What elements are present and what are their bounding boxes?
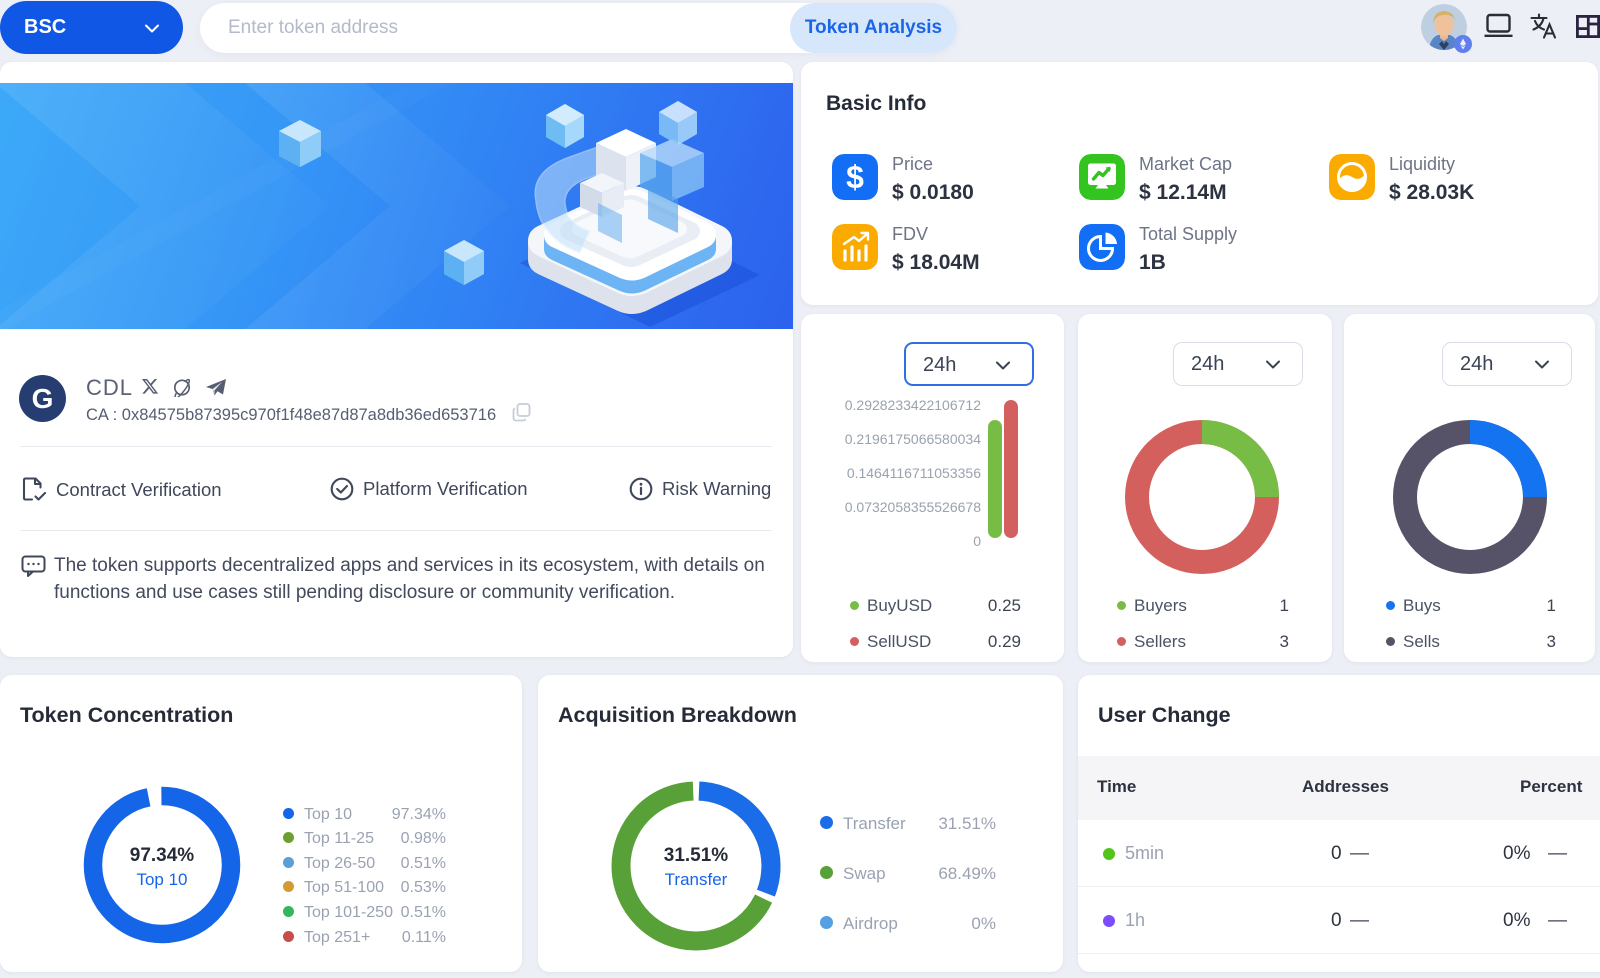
svg-text:$: $: [846, 159, 864, 195]
